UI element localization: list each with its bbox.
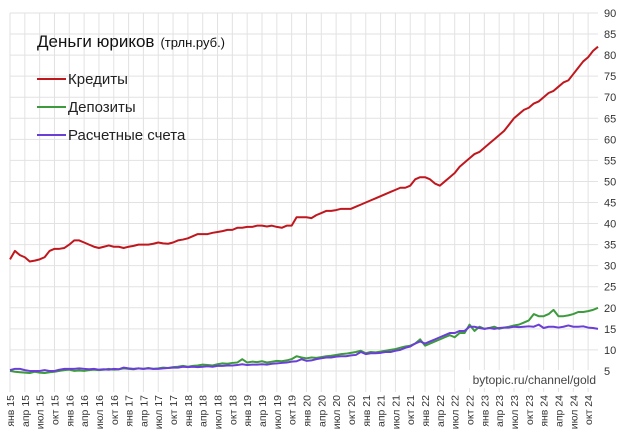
x-tick-label: апр 21 xyxy=(376,395,388,427)
x-tick-label: апр 22 xyxy=(435,395,447,427)
x-tick-label: янв 24 xyxy=(539,395,551,427)
x-tick-label: окт 19 xyxy=(287,395,299,425)
x-tick-label: июл 24 xyxy=(568,395,580,429)
y-tick-label: 85 xyxy=(604,29,616,41)
x-tick-label: апр 23 xyxy=(494,395,506,427)
series-line xyxy=(9,45,599,263)
x-tick-label: янв 21 xyxy=(361,395,373,427)
subtitle: (трлн.руб.) xyxy=(160,35,225,50)
y-tick-label: 55 xyxy=(604,155,616,167)
x-tick-label: июл 21 xyxy=(390,395,402,429)
series-line xyxy=(9,323,599,372)
y-tick-label: 30 xyxy=(604,261,616,273)
watermark-bg xyxy=(455,370,600,388)
x-tick-label: июл 19 xyxy=(272,395,284,429)
chart-title: Деньги юриков (трлн.руб.) xyxy=(37,32,225,51)
x-tick-label: окт 16 xyxy=(109,395,121,425)
y-tick-label: 80 xyxy=(604,50,616,62)
legend-label: Расчетные счета xyxy=(68,127,186,144)
x-tick-label: окт 22 xyxy=(465,395,477,425)
x-tick-label: апр 20 xyxy=(316,395,328,427)
x-tick-label: июл 18 xyxy=(213,395,225,429)
y-tick-label: 35 xyxy=(604,240,616,252)
series-line xyxy=(9,306,599,375)
x-tick-label: июл 16 xyxy=(94,395,106,429)
x-tick-label: окт 24 xyxy=(583,395,595,425)
x-tick-label: апр 17 xyxy=(138,395,150,427)
y-tick-label: 60 xyxy=(604,134,616,146)
watermark: bytopic.ru/channel/gold xyxy=(473,373,596,387)
x-tick-label: окт 20 xyxy=(346,395,358,425)
x-tick-label: апр 15 xyxy=(20,395,32,427)
x-tick-label: окт 17 xyxy=(168,395,180,425)
x-tick-label: июл 20 xyxy=(331,395,343,429)
y-tick-label: 70 xyxy=(604,92,616,104)
x-tick-label: окт 18 xyxy=(227,395,239,425)
x-tick-label: июл 15 xyxy=(35,395,47,429)
x-tick-label: янв 20 xyxy=(301,395,313,427)
y-tick-label: 15 xyxy=(604,324,616,336)
legend-label: Кредиты xyxy=(68,71,128,88)
y-tick-label: 50 xyxy=(604,176,616,188)
x-tick-label: янв 22 xyxy=(420,395,432,427)
y-tick-label: 40 xyxy=(604,219,616,231)
x-tick-label: янв 23 xyxy=(479,395,491,427)
x-tick-label: апр 18 xyxy=(198,395,210,427)
x-tick-label: июл 17 xyxy=(153,395,165,429)
y-tick-label: 20 xyxy=(604,303,616,315)
x-tick-label: апр 19 xyxy=(257,395,269,427)
x-tick-label: янв 19 xyxy=(242,395,254,427)
title: Деньги юриков xyxy=(37,32,154,51)
y-tick-label: 45 xyxy=(604,198,616,210)
x-tick-label: июл 23 xyxy=(509,395,521,429)
legend-label: Депозиты xyxy=(68,99,136,116)
x-tick-label: апр 16 xyxy=(79,395,91,427)
x-tick-label: янв 17 xyxy=(124,395,136,427)
y-tick-label: 5 xyxy=(604,366,610,378)
x-tick-label: окт 21 xyxy=(405,395,417,425)
x-tick-label: окт 23 xyxy=(524,395,536,425)
x-tick-label: янв 15 xyxy=(5,395,17,427)
x-tick-label: окт 15 xyxy=(49,395,61,425)
y-tick-label: 75 xyxy=(604,71,616,83)
y-tick-label: 25 xyxy=(604,282,616,294)
y-tick-label: 10 xyxy=(604,345,616,357)
x-tick-label: янв 18 xyxy=(183,395,195,427)
x-tick-label: апр 24 xyxy=(553,395,565,427)
x-tick-label: июл 22 xyxy=(450,395,462,429)
y-tick-label: 90 xyxy=(604,8,616,20)
x-tick-label: янв 16 xyxy=(64,395,76,427)
y-tick-label: 65 xyxy=(604,113,616,125)
